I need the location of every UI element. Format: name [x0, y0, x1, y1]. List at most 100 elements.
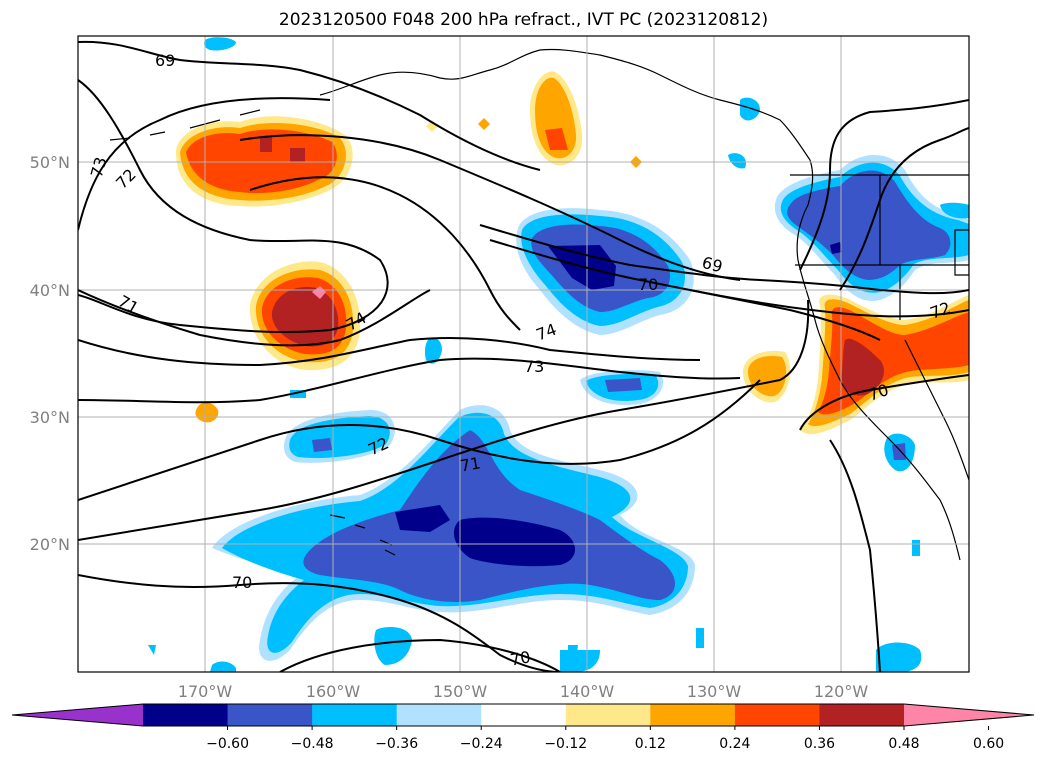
map-title: 2023120500 F048 200 hPa refract., IVT PC…: [278, 10, 769, 30]
contour-label: 70: [638, 275, 658, 294]
warm-blob-nw-red: [186, 129, 337, 194]
map-area: 69 73 72 71 74 69 70 74 73 72 71 70 70 7…: [78, 36, 969, 672]
lon-labels: 170°W 160°W 150°W 140°W 130°W 120°W: [178, 682, 869, 701]
contour-69-right: [479, 224, 969, 295]
contour-label: 73: [87, 155, 111, 180]
colorbar: −0.60 −0.48 −0.36 −0.24 −0.12 0.12 0.24 0.36 0.4…: [11, 703, 1035, 752]
contour-label: 71: [459, 453, 482, 475]
coastline-bc: [796, 159, 841, 381]
colorbar-tick-label: −0.24: [460, 736, 503, 752]
lat-label: 50°N: [30, 153, 70, 172]
contour-far-right: [829, 439, 881, 672]
coastlines: [109, 48, 969, 561]
map-frame: [77, 35, 970, 673]
colorbar-tick-label: 0.48: [888, 736, 919, 752]
lon-label: 130°W: [687, 682, 742, 701]
contour-label: 73: [524, 357, 544, 376]
colorbar-segment: [396, 704, 482, 726]
lon-label: 170°W: [178, 682, 233, 701]
contour-73-left: [78, 97, 331, 231]
contour-70-bottom: [78, 574, 561, 672]
warm-blob-north-red: [545, 128, 568, 150]
colorbar-segment: [650, 704, 736, 726]
warm-blob-nw-darkred2: [290, 148, 305, 162]
cool-patch-33n-blue: [605, 378, 642, 392]
colorbar-tick-label: 0.24: [719, 736, 750, 752]
colorbar-segment: [734, 704, 820, 726]
cool-small-14: [560, 650, 600, 672]
cool-small-8: [148, 645, 156, 655]
contour-72-left: [78, 79, 389, 334]
graticule: [78, 36, 969, 672]
colorbar-tick-label: −0.48: [291, 736, 334, 752]
colorbar-segment: [819, 704, 905, 726]
ivt-contours: [78, 40, 969, 672]
colorbar-extend-low: [12, 704, 143, 726]
contour-72-right: [689, 289, 969, 318]
colorbar-segment: [143, 704, 229, 726]
contour-label: 69: [700, 253, 725, 277]
state-boundary-5: [954, 229, 969, 276]
cool-western-us-dark: [830, 242, 842, 254]
cool-small-3: [876, 642, 922, 672]
lon-label: 160°W: [306, 682, 361, 701]
cool-subtropical-blue: [303, 430, 675, 602]
cool-small-7: [940, 202, 969, 219]
colorbar-tick-label: −0.60: [206, 736, 249, 752]
lon-label: 140°W: [560, 682, 615, 701]
warm-blob-north-orange: [535, 77, 577, 159]
cool-patch-30n-blue: [312, 438, 332, 452]
warm-blob-nw-darkred1: [260, 136, 272, 152]
warm-small-35n-orange: [747, 356, 787, 397]
colorbar-tick-label: 0.12: [635, 736, 666, 752]
contour-main-2: [78, 357, 741, 404]
lon-label: 150°W: [433, 682, 488, 701]
warm-california-darkred: [841, 338, 885, 396]
colorbar-segment: [481, 704, 567, 726]
cool-small-10: [696, 628, 704, 648]
cool-small-12: [728, 153, 747, 169]
contour-us-loop-2: [839, 127, 969, 291]
cool-small-1: [424, 337, 442, 364]
colorbar-outline: [11, 703, 1035, 727]
contour-71: [78, 289, 431, 347]
colorbar-tick-label: −0.12: [544, 736, 587, 752]
colorbar-segment: [227, 704, 313, 726]
contour-label: 70: [509, 647, 532, 669]
lat-label: 40°N: [30, 281, 70, 300]
cool-top-left: [204, 37, 236, 51]
contour-label: 70: [232, 573, 252, 592]
colorbar-tick-label: 0.36: [804, 736, 835, 752]
coastline-mexico-mainland: [904, 339, 969, 481]
contour-label: 69: [155, 51, 175, 70]
contour-69-top: [78, 40, 541, 171]
coastline-hawaii: [329, 514, 396, 556]
colorbar-tick-label: 0.60: [973, 736, 1004, 752]
lat-label: 30°N: [30, 408, 70, 427]
lon-label: 120°W: [814, 682, 869, 701]
contour-main-1: [78, 337, 701, 367]
colorbar-tick-label: −0.36: [375, 736, 418, 752]
cool-subtropical-dark1: [395, 505, 450, 532]
lat-label: 20°N: [30, 535, 70, 554]
cool-subtropical-dark2: [453, 517, 575, 567]
cool-blob-central-dark: [548, 245, 616, 290]
cool-small-6: [740, 97, 760, 121]
coastline-alaska: [319, 48, 811, 161]
contour-70-bottom-right: [279, 638, 561, 672]
colorbar-segment: [565, 704, 651, 726]
warm-dot-1: [478, 118, 490, 130]
lat-labels: 50°N 40°N 30°N 20°N: [30, 153, 70, 554]
contour-upper-arc: [239, 134, 741, 281]
contour-main-3: [78, 379, 761, 501]
cool-small-11: [912, 540, 920, 556]
warm-blob-central-pink: [312, 286, 326, 299]
colorbar-extend-high: [904, 704, 1034, 726]
contour-us-loop: [799, 99, 969, 271]
cool-small-2-blue: [892, 443, 906, 460]
coastline-baja: [839, 379, 961, 561]
contour-74: [249, 176, 521, 331]
contour-main-4: [78, 299, 810, 541]
cool-small-4: [374, 627, 412, 665]
